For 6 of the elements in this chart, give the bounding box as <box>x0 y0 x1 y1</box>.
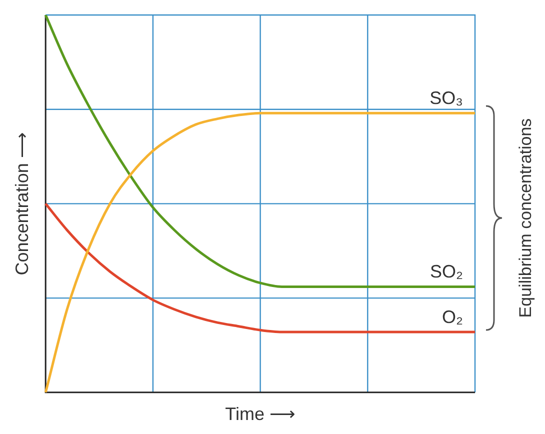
series-label: SO₂ <box>430 262 464 282</box>
x-axis-title: Time ⟶ <box>225 404 296 424</box>
series-label: SO₃ <box>430 88 463 108</box>
series-label: O₂ <box>442 306 463 327</box>
y-axis-title: Concentration ⟶ <box>12 132 32 276</box>
text: Equilibrium concentrations <box>516 118 536 318</box>
